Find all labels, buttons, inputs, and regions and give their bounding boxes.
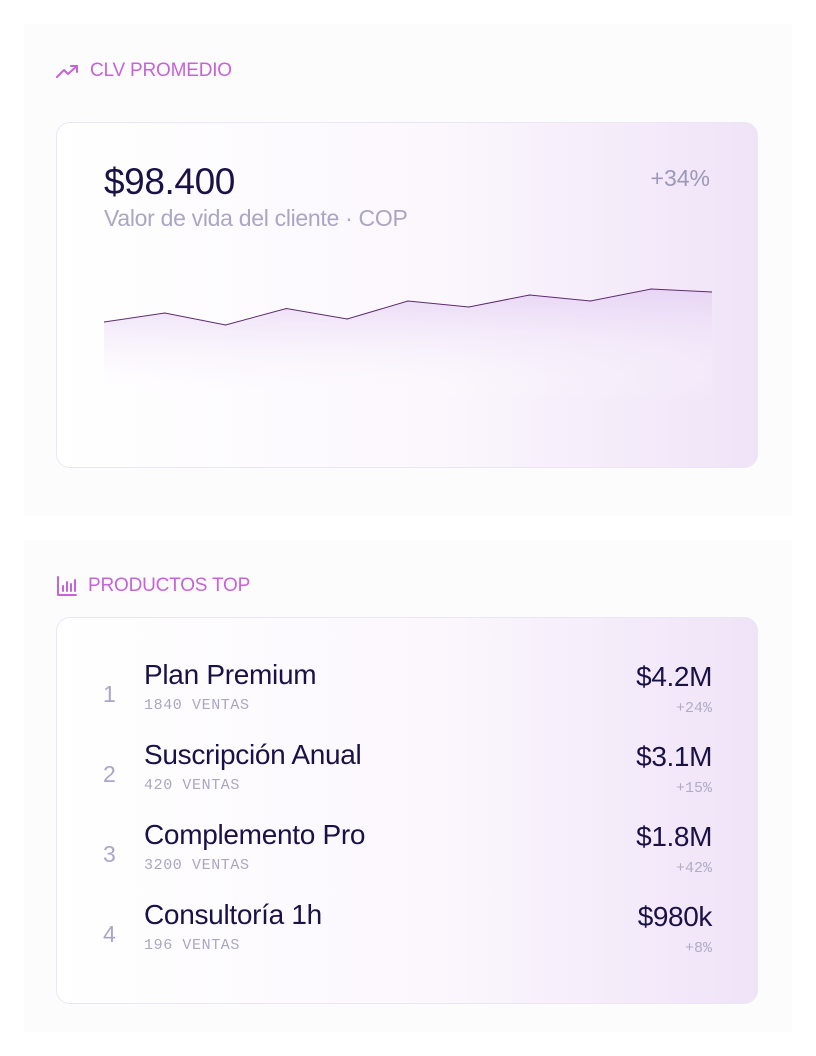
trending-up-icon — [56, 63, 80, 79]
product-row-plan-premium[interactable]: 1 Plan Premium 1840 VENTAS $4.2M +24% — [57, 659, 759, 723]
products-section: PRODUCTOS TOP 1 Plan Premium 1840 VENTAS… — [24, 540, 792, 1032]
product-row-consultoria[interactable]: 4 Consultoría 1h 196 VENTAS $980k +8% — [57, 899, 759, 963]
product-units: 1840 VENTAS — [144, 697, 250, 714]
clv-data-point-1 — [164, 312, 166, 314]
product-name: Suscripción Anual — [144, 739, 362, 770]
product-name: Consultoría 1h — [144, 899, 322, 930]
clv-change-badge: +34% — [650, 165, 710, 191]
product-amount: $3.1M — [636, 741, 712, 772]
products-section-header: PRODUCTOS TOP — [56, 575, 250, 597]
clv-data-point-5 — [407, 300, 409, 302]
clv-data-point-4 — [346, 318, 348, 320]
clv-data-point-2 — [225, 324, 227, 326]
product-rank: 4 — [103, 921, 116, 947]
product-row-complemento-pro[interactable]: 3 Complemento Pro 3200 VENTAS $1.8M +42% — [57, 819, 759, 883]
clv-section: CLV PROMEDIO $98.400 Valor de vida del c… — [24, 24, 792, 516]
clv-data-point-7 — [529, 294, 531, 296]
clv-section-title: CLV PROMEDIO — [90, 60, 232, 81]
products-card: 1 Plan Premium 1840 VENTAS $4.2M +24% 2 … — [56, 617, 758, 1004]
clv-sparkline-chart — [104, 288, 712, 403]
product-row-suscripcion-anual[interactable]: 2 Suscripción Anual 420 VENTAS $3.1M +15… — [57, 739, 759, 803]
clv-data-point-9 — [650, 288, 652, 290]
product-growth: +15% — [675, 780, 712, 797]
product-units: 420 VENTAS — [144, 777, 241, 794]
product-growth: +42% — [675, 860, 712, 877]
clv-area-fill — [104, 289, 712, 403]
bar-chart-icon — [56, 575, 78, 597]
product-rank: 1 — [103, 681, 116, 707]
product-rank: 2 — [103, 761, 116, 787]
clv-card: $98.400 Valor de vida del cliente · COP … — [56, 122, 758, 468]
product-growth: +8% — [684, 940, 712, 957]
clv-value: $98.400 — [104, 161, 235, 202]
product-name: Complemento Pro — [144, 819, 366, 850]
clv-data-point-0 — [104, 321, 105, 323]
product-units: 196 VENTAS — [144, 937, 241, 954]
clv-subtitle: Valor de vida del cliente · COP — [104, 205, 408, 231]
clv-data-point-8 — [589, 300, 591, 302]
clv-data-point-6 — [468, 306, 470, 308]
clv-data-point-10 — [711, 291, 712, 293]
product-units: 3200 VENTAS — [144, 857, 250, 874]
products-section-title: PRODUCTOS TOP — [88, 575, 251, 596]
product-amount: $980k — [637, 901, 713, 932]
product-rank: 3 — [103, 841, 116, 867]
clv-data-point-3 — [285, 307, 287, 310]
clv-section-header: CLV PROMEDIO — [56, 60, 232, 82]
product-growth: +24% — [675, 700, 712, 717]
product-amount: $4.2M — [636, 661, 712, 692]
product-name: Plan Premium — [144, 659, 317, 690]
product-amount: $1.8M — [636, 821, 712, 852]
